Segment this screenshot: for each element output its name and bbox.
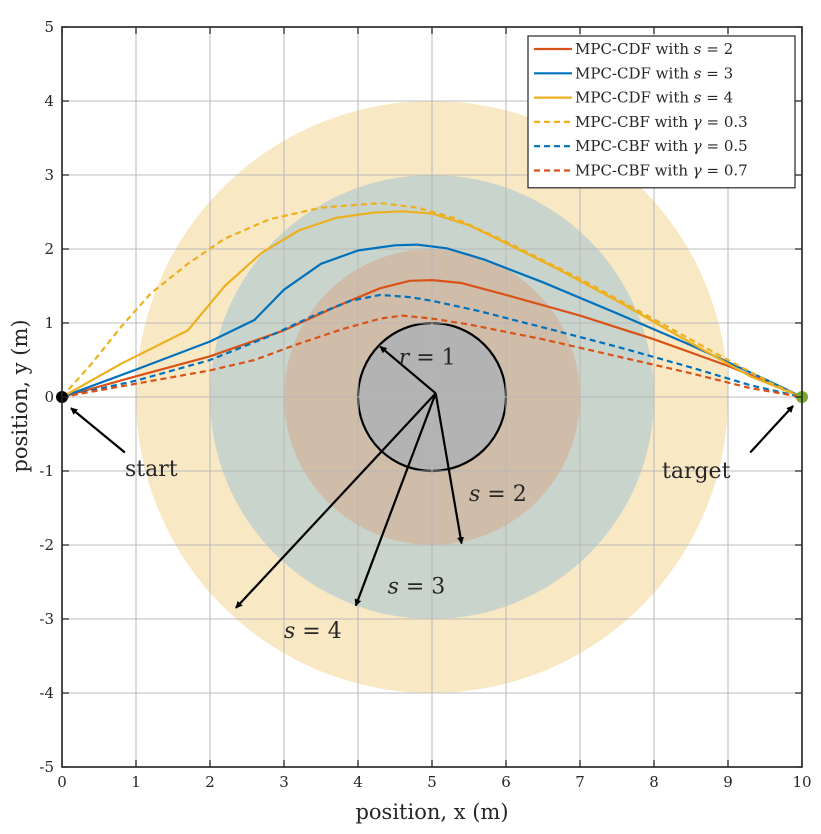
y-tick-label-5: 0 xyxy=(44,388,54,406)
y-tick-label-8: 3 xyxy=(44,166,54,184)
x-tick-label-2: 2 xyxy=(205,773,215,791)
x-tick-label-0: 0 xyxy=(57,773,67,791)
legend-entry-4: MPC-CBF with γ = 0.5 xyxy=(575,137,748,155)
legend-entry-0: MPC-CDF with s = 2 xyxy=(575,40,733,58)
y-axis-label: position, y (m) xyxy=(8,319,32,472)
y-tick-label-4: -1 xyxy=(39,462,54,480)
y-tick-label-6: 1 xyxy=(44,314,54,332)
annotation-label-2: s = 3 xyxy=(388,575,446,600)
x-tick-label-10: 10 xyxy=(792,773,811,791)
series-line-1 xyxy=(61,243,803,399)
legend-entry-5: MPC-CBF with γ = 0.7 xyxy=(575,162,748,180)
series-line-4 xyxy=(61,293,803,399)
start-label: start xyxy=(125,457,178,482)
series-line-3 xyxy=(61,202,803,399)
x-tick-label-6: 6 xyxy=(501,773,511,791)
y-tick-label-2: -3 xyxy=(39,610,54,628)
legend-entry-2: MPC-CDF with s = 4 xyxy=(575,89,733,107)
annotation-arrow-3 xyxy=(434,393,464,545)
annotation-label-3: s = 4 xyxy=(284,619,342,644)
axes-layer: 0 1 2 3 4 5 6 7 8 9 10 -5 -4 -3 -2 -1 0 1 2 3 4 5 xyxy=(39,18,811,791)
annotation-arrow-0 xyxy=(70,407,126,454)
x-tick-label-3: 3 xyxy=(279,773,289,791)
annotation-arrow-2 xyxy=(379,345,437,395)
legend-entry-1: MPC-CDF with s = 3 xyxy=(575,64,733,82)
annotation-arrow-4 xyxy=(354,392,437,607)
series-line-5 xyxy=(61,314,803,399)
x-tick-label-8: 8 xyxy=(649,773,659,791)
series-line-2 xyxy=(61,210,803,399)
y-tick-label-10: 5 xyxy=(44,18,54,36)
y-tick-label-7: 2 xyxy=(44,240,54,258)
target-label: target xyxy=(662,459,731,484)
series-line-0 xyxy=(61,279,803,399)
x-tick-label-9: 9 xyxy=(723,773,733,791)
x-axis-label: position, x (m) xyxy=(355,800,508,824)
legend: MPC-CDF with s = 2 MPC-CDF with s = 3 MPC-… xyxy=(527,35,796,189)
annotation-arrow-1 xyxy=(749,405,794,454)
x-tick-label-5: 5 xyxy=(427,773,437,791)
x-tick-label-4: 4 xyxy=(353,773,363,791)
x-tick-label-1: 1 xyxy=(131,773,141,791)
series-layer xyxy=(56,202,808,403)
legend-box xyxy=(527,35,796,189)
y-tick-label-1: -4 xyxy=(39,684,54,702)
x-tick-label-7: 7 xyxy=(575,773,585,791)
annotation-layer: start target r = 1 s = 2 s = 3 s = 4 xyxy=(70,345,794,644)
y-tick-label-0: -5 xyxy=(39,758,54,776)
legend-entry-3: MPC-CBF with γ = 0.3 xyxy=(575,113,748,131)
y-tick-label-9: 4 xyxy=(44,92,54,110)
annotation-label-0: r = 1 xyxy=(399,345,456,370)
annotation-label-1: s = 2 xyxy=(469,482,527,507)
annotation-arrow-5 xyxy=(235,392,437,609)
y-tick-label-3: -2 xyxy=(39,536,54,554)
